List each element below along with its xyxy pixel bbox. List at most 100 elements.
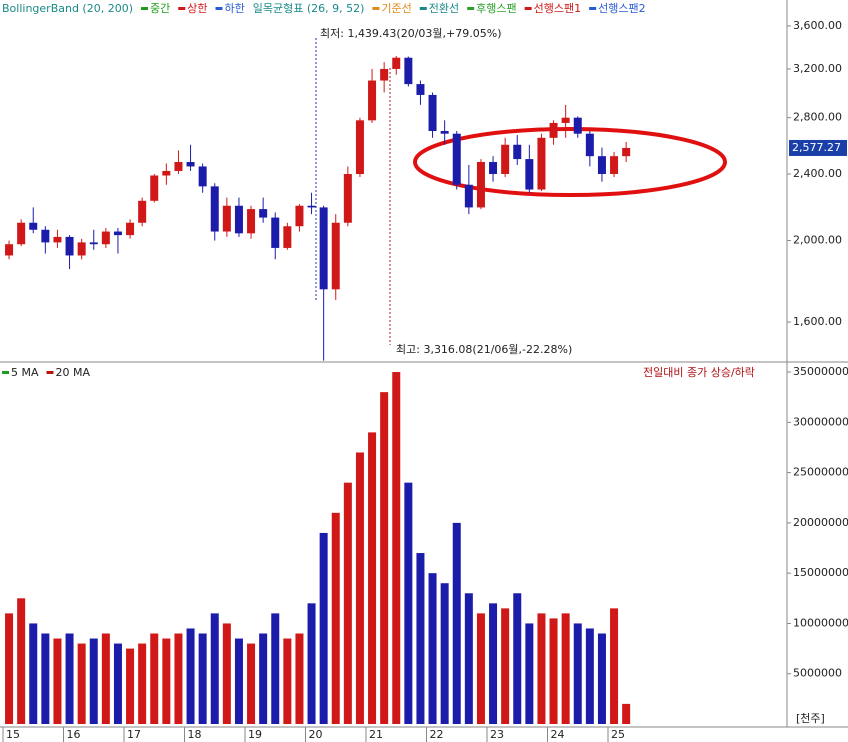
legend-label: 상한: [187, 2, 207, 15]
volume-bar: [537, 613, 546, 724]
volume-bar: [283, 638, 292, 724]
volume-bar: [307, 603, 316, 724]
candle-body: [101, 231, 110, 245]
candle-body: [610, 156, 619, 174]
y-tick-label: 1,600.00: [793, 315, 842, 328]
candle-body: [41, 229, 50, 243]
volume-bar: [597, 633, 606, 724]
candle-body: [464, 184, 473, 208]
x-tick-label: 15: [6, 728, 20, 741]
volume-bar: [126, 648, 135, 724]
candle-body: [65, 236, 74, 256]
candle-body: [622, 147, 631, 157]
volume-bar: [622, 703, 631, 724]
candle-body: [307, 205, 316, 208]
candle-body: [549, 122, 558, 138]
y-tick-label: 2,000.00: [793, 234, 842, 247]
x-tick-label: 21: [369, 728, 383, 741]
volume-bar: [404, 482, 413, 724]
candle-body: [476, 162, 485, 208]
volume-bar: [476, 613, 485, 724]
legend-swatch: [178, 7, 186, 10]
candle-body: [271, 217, 280, 248]
y-tick-label: 10000000: [793, 616, 848, 629]
volume-bar: [5, 613, 14, 724]
candle-body: [222, 205, 231, 232]
candle-body: [89, 242, 98, 245]
legend-swatch: [372, 7, 380, 10]
candle-body: [368, 80, 377, 121]
legend-label: BollingerBand (20, 200): [2, 2, 133, 15]
candle-body: [428, 94, 437, 131]
volume-bar: [573, 623, 582, 724]
legend-label: 20 MA: [56, 366, 91, 379]
volume-bar: [29, 623, 38, 724]
y-tick-label: 2,400.00: [793, 167, 842, 180]
x-tick-label: 18: [188, 728, 202, 741]
volume-bar: [549, 618, 558, 724]
candle-body: [452, 133, 461, 185]
volume-bar: [489, 603, 498, 724]
candle-body: [162, 170, 171, 176]
candle-body: [404, 57, 413, 85]
candle-body: [138, 200, 147, 223]
y-tick-label: 15000000: [793, 566, 848, 579]
volume-bar: [162, 638, 171, 724]
x-tick-label: 23: [490, 728, 504, 741]
legend-label: 5 MA: [11, 366, 39, 379]
candle-body: [283, 226, 292, 248]
candle-body: [150, 175, 159, 201]
candle-body: [17, 222, 26, 245]
x-tick-label: 25: [611, 728, 625, 741]
candle-body: [174, 162, 183, 171]
y-tick-label: 20000000: [793, 516, 848, 529]
candle-body: [525, 159, 534, 190]
volume-bar: [585, 628, 594, 724]
volume-bar: [113, 643, 122, 724]
x-tick-label: 24: [551, 728, 565, 741]
volume-bar: [150, 633, 159, 724]
legend-label: 하한: [225, 1, 245, 15]
candle-body: [392, 57, 401, 69]
y-tick-label: 5000000: [793, 667, 842, 680]
volume-bar: [525, 623, 534, 724]
candle-body: [355, 120, 364, 174]
y-tick-label: 25000000: [793, 466, 848, 479]
candle-body: [29, 222, 38, 230]
volume-bar: [186, 628, 195, 724]
legend-swatch: [141, 7, 148, 10]
legend-label: 선행스팬2: [598, 2, 645, 15]
y-tick-label: 3,600.00: [793, 19, 842, 32]
last-price-box: [789, 139, 847, 156]
x-tick-label: 22: [430, 728, 444, 741]
volume-bar: [198, 633, 207, 724]
legend-label: 전환선: [429, 2, 459, 15]
candle-body: [53, 236, 62, 243]
y-tick-label: 35000000: [793, 365, 848, 378]
highlight-ellipse: [413, 127, 727, 197]
volume-bar: [247, 643, 256, 724]
candle-body: [77, 242, 86, 256]
candle-body: [440, 130, 449, 134]
volume-bar: [77, 643, 86, 724]
volume-bar: [210, 613, 219, 724]
candle-body: [5, 244, 14, 256]
legend-swatch: [419, 7, 427, 10]
annotation: 최저: 1,439.43(20/03월,+79.05%): [320, 27, 502, 40]
volume-bar: [513, 593, 522, 724]
legend-swatch: [589, 7, 597, 10]
candle-body: [113, 231, 122, 236]
volume-bar: [65, 633, 74, 724]
volume-bar: [138, 643, 147, 724]
volume-bar: [452, 522, 461, 724]
x-tick-label: 19: [248, 728, 262, 741]
candle-body: [186, 162, 195, 167]
x-tick-label: 16: [67, 728, 81, 741]
legend-label: 기준선: [381, 2, 411, 15]
candle-body: [234, 205, 243, 234]
candle-body: [380, 68, 389, 81]
volume-bar: [343, 482, 352, 724]
legend-swatch: [524, 7, 532, 10]
legend-label: 후행스팬: [476, 2, 516, 15]
